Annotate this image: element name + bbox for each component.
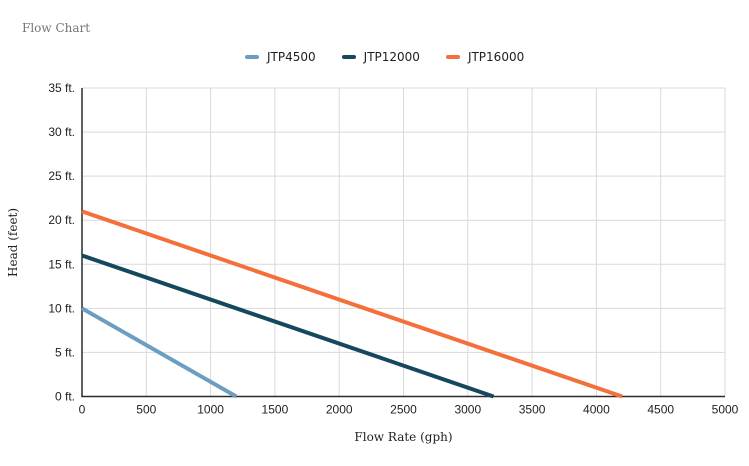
x-tick-label: 4500 xyxy=(647,403,674,417)
y-tick-label: 15 ft. xyxy=(48,257,75,271)
y-tick-label: 10 ft. xyxy=(48,301,75,315)
legend-swatch-jtp4500 xyxy=(245,55,259,59)
y-tick-label: 35 ft. xyxy=(48,81,75,95)
x-tick-label: 2500 xyxy=(390,403,417,417)
x-tick-label: 4000 xyxy=(583,403,610,417)
y-tick-label: 0 ft. xyxy=(55,390,75,404)
x-tick-label: 1500 xyxy=(262,403,289,417)
chart-title: Flow Chart xyxy=(22,21,91,35)
x-tick-label: 500 xyxy=(136,403,156,417)
series-line-jtp4500 xyxy=(81,306,238,399)
y-tick-label: 25 ft. xyxy=(48,169,75,183)
x-axis-title: Flow Rate (gph) xyxy=(354,430,453,444)
y-tick-label: 5 ft. xyxy=(55,345,75,359)
legend-item-jtp4500: JTP4500 xyxy=(245,50,316,64)
legend-swatch-jtp12000 xyxy=(341,55,356,59)
legend-item-jtp12000: JTP12000 xyxy=(341,50,420,64)
x-tick-label: 1000 xyxy=(197,403,224,417)
legend-item-jtp16000: JTP16000 xyxy=(445,50,525,64)
x-tick-label: 5000 xyxy=(712,403,739,417)
x-tick-label: 0 xyxy=(79,403,86,417)
x-tick-label: 3000 xyxy=(454,403,481,417)
x-tick-label: 2000 xyxy=(326,403,353,417)
legend-label: JTP4500 xyxy=(267,50,316,64)
legend: JTP4500 JTP12000 JTP16000 xyxy=(245,50,524,64)
y-tick-label: 20 ft. xyxy=(48,213,75,227)
x-tick-label: 3500 xyxy=(519,403,546,417)
y-tick-label: 30 ft. xyxy=(48,125,75,139)
y-axis-title: Head (feet) xyxy=(6,207,20,278)
series-line-jtp12000 xyxy=(81,253,495,399)
legend-label: JTP12000 xyxy=(363,50,420,64)
legend-label: JTP16000 xyxy=(467,50,525,64)
series-line-jtp16000 xyxy=(81,209,623,399)
legend-swatch-jtp16000 xyxy=(445,55,460,59)
